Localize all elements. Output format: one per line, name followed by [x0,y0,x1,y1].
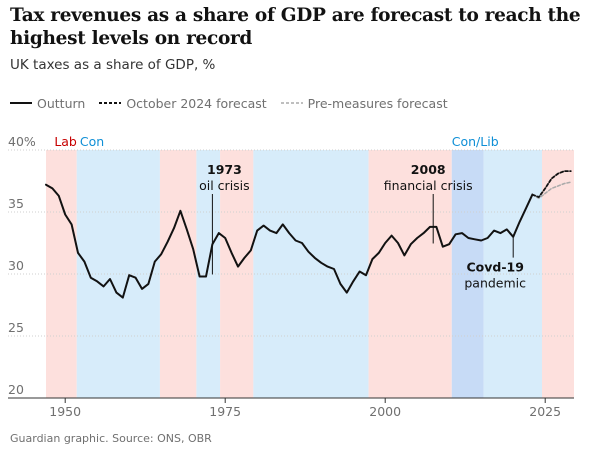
x-tick-label: 1975 [209,404,241,419]
government-band-con [196,150,221,398]
x-tick-label: 1950 [49,404,81,419]
y-tick-label: 20 [8,382,24,397]
legend-item-pre-measures-forecast: Pre-measures forecast [280,95,448,111]
series-line-october-2024-forecast [531,170,572,199]
annotation-text: Covd-19 [466,260,523,275]
annotation-text: pandemic [464,276,526,291]
annotation-text: oil crisis [199,178,250,193]
annotation-text: 2008 [411,162,446,177]
x-tick-label: 2025 [529,404,561,419]
government-band-con [253,150,369,398]
source-note: Guardian graphic. Source: ONS, OBR [10,432,212,445]
series [45,170,572,299]
government-band-lab [159,150,197,398]
y-tick-label: 35 [8,196,24,211]
series-line-pre-measures-forecast [531,181,572,200]
x-tick-label: 2000 [369,404,401,419]
chart-title: Tax revenues as a share of GDP are forec… [10,5,581,49]
y-tick-label: 30 [8,258,24,273]
annotation-text: financial crisis [384,178,473,193]
party-label: Con [80,134,104,149]
series-line-outturn [45,183,534,299]
legend-label-outturn: Outturn [37,95,86,111]
legend-item-outturn: Outturn [10,96,85,111]
legend-label-october-forecast: October 2024 forecast [126,95,267,111]
legend: Outturn October 2024 forecast Pre-measur… [10,94,462,112]
legend-label-pre-measures-forecast: Pre-measures forecast [307,95,448,111]
y-tick-label: 25 [8,320,24,335]
legend-swatch-pre-measures-forecast [280,102,303,104]
chart-subtitle: UK taxes as a share of GDP, % [10,57,216,73]
legend-swatch-outturn [10,102,32,104]
legend-swatch-october-forecast [99,102,122,104]
party-label: Lab [54,134,77,149]
y-tick-label: 40% [8,134,36,149]
annotation-text: 1973 [207,162,242,177]
legend-item-october-forecast: October 2024 forecast [99,95,267,111]
party-label: Con/Lib [452,134,499,149]
